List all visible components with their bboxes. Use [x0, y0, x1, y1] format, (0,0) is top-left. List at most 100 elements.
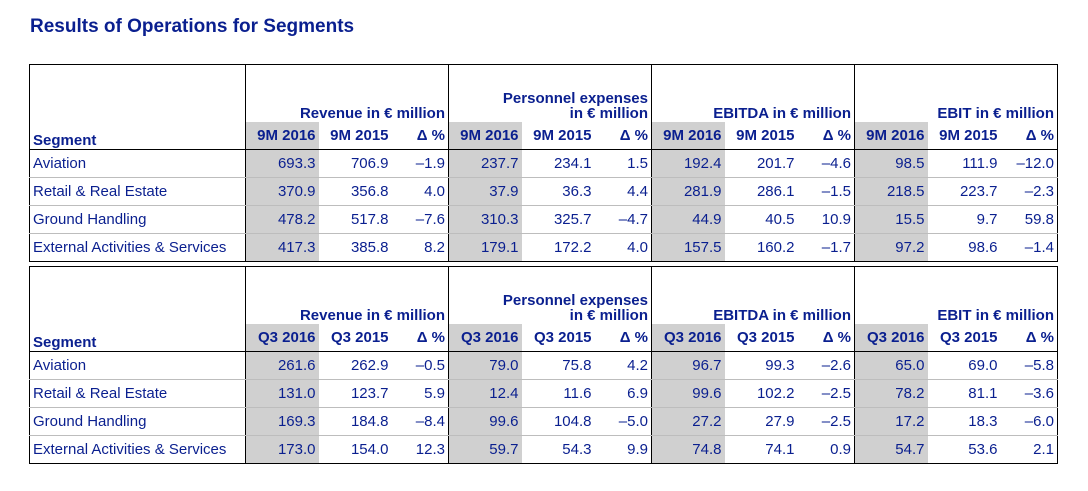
table-cell: –2.3: [1000, 177, 1058, 206]
table-cell: –3.6: [1000, 379, 1058, 408]
table-cell: 4.0: [391, 177, 449, 206]
table-cell: –1.5: [797, 177, 855, 206]
table-cell: 44.9: [651, 205, 725, 234]
personnel-group-header: Personnel expenses in € million: [448, 266, 652, 324]
table-cell: 8.2: [391, 233, 449, 262]
segment-name: External Activities & Services: [29, 435, 246, 464]
column-header: Δ %: [391, 324, 449, 352]
table-cell: 81.1: [927, 379, 1001, 408]
table-cell: 59.8: [1000, 205, 1058, 234]
table-cell: 54.3: [521, 435, 595, 464]
segment-name: Ground Handling: [29, 407, 246, 436]
revenue-group-header: Revenue in € million: [245, 64, 449, 122]
table-row: External Activities & Services 173.0 154.0…: [29, 435, 1058, 464]
column-header: Q3 2016: [651, 324, 725, 352]
table-cell: 75.8: [521, 351, 595, 380]
table-cell: 218.5: [854, 177, 928, 206]
table-cell: 237.7: [448, 149, 522, 178]
table-cell: 59.7: [448, 435, 522, 464]
table-cell: –7.6: [391, 205, 449, 234]
segment-name: Ground Handling: [29, 205, 246, 234]
table-cell: 179.1: [448, 233, 522, 262]
column-header: 9M 2015: [927, 122, 1001, 150]
table-cell: 385.8: [318, 233, 392, 262]
table-cell: 184.8: [318, 407, 392, 436]
ebitda-group-header: EBITDA in € million: [651, 64, 855, 122]
table-cell: 74.8: [651, 435, 725, 464]
table-cell: –2.5: [797, 407, 855, 436]
table-cell: 261.6: [245, 351, 319, 380]
revenue-group-header: Revenue in € million: [245, 266, 449, 324]
table-cell: 78.2: [854, 379, 928, 408]
table-cell: –2.6: [797, 351, 855, 380]
personnel-header-line2: in € million: [569, 307, 648, 324]
column-header: 9M 2015: [521, 122, 595, 150]
table-cell: 65.0: [854, 351, 928, 380]
table-cell: 27.9: [724, 407, 798, 436]
personnel-header-line1: Personnel expenses: [502, 90, 648, 107]
segment-name: Retail & Real Estate: [29, 379, 246, 408]
column-header: 9M 2016: [854, 122, 928, 150]
column-header: Δ %: [1000, 324, 1058, 352]
table-cell: 281.9: [651, 177, 725, 206]
table-cell: –1.9: [391, 149, 449, 178]
column-header: Q3 2015: [521, 324, 595, 352]
table-cell: –0.5: [391, 351, 449, 380]
table-cell: 12.4: [448, 379, 522, 408]
column-header: Q3 2016: [854, 324, 928, 352]
table-cell: 286.1: [724, 177, 798, 206]
column-header: Δ %: [797, 324, 855, 352]
table-cell: 693.3: [245, 149, 319, 178]
table-cell: 0.9: [797, 435, 855, 464]
table-cell: 123.7: [318, 379, 392, 408]
table-cell: –1.4: [1000, 233, 1058, 262]
table-row: Aviation 261.6 262.9 –0.5 79.0 75.8 4.2 96.7 99.…: [29, 351, 1058, 380]
table-cell: 172.2: [521, 233, 595, 262]
table-cell: 99.6: [448, 407, 522, 436]
table-cell: 53.6: [927, 435, 1001, 464]
page-title: Results of Operations for Segments: [30, 16, 355, 37]
segment-name: Aviation: [29, 149, 246, 178]
table-cell: 154.0: [318, 435, 392, 464]
table-cell: 517.8: [318, 205, 392, 234]
table-cell: 160.2: [724, 233, 798, 262]
table-cell: 111.9: [927, 149, 1001, 178]
table-cell: –4.6: [797, 149, 855, 178]
table-cell: 310.3: [448, 205, 522, 234]
table-cell: 157.5: [651, 233, 725, 262]
table-cell: 356.8: [318, 177, 392, 206]
column-header: Q3 2015: [318, 324, 392, 352]
table-cell: 234.1: [521, 149, 595, 178]
column-header: Δ %: [594, 122, 652, 150]
table-cell: 478.2: [245, 205, 319, 234]
personnel-group-header: Personnel expenses in € million: [448, 64, 652, 122]
table-cell: 97.2: [854, 233, 928, 262]
table-cell: 223.7: [927, 177, 1001, 206]
table-cell: 15.5: [854, 205, 928, 234]
table-cell: 6.9: [594, 379, 652, 408]
personnel-header-line2: in € million: [569, 105, 648, 122]
column-header: 9M 2016: [448, 122, 522, 150]
ebit-group-header: EBIT in € million: [854, 266, 1058, 324]
column-header: Δ %: [391, 122, 449, 150]
table-cell: 417.3: [245, 233, 319, 262]
table-cell: 102.2: [724, 379, 798, 408]
table-cell: 262.9: [318, 351, 392, 380]
table-cell: 37.9: [448, 177, 522, 206]
table-cell: 54.7: [854, 435, 928, 464]
ebitda-group-header: EBITDA in € million: [651, 266, 855, 324]
table-cell: 131.0: [245, 379, 319, 408]
table-row: Ground Handling 478.2 517.8 –7.6 310.3 325.7–…: [29, 205, 1058, 234]
segment-header: Segment: [29, 266, 246, 352]
table-row: External Activities & Services 417.3 385.8…: [29, 233, 1058, 262]
segment-header: Segment: [29, 64, 246, 150]
table-row: Retail & Real Estate 131.0 123.7 5.9 12.4 11.…: [29, 379, 1058, 408]
column-header: Δ %: [1000, 122, 1058, 150]
table-cell: 27.2: [651, 407, 725, 436]
ebit-group-header: EBIT in € million: [937, 105, 1054, 122]
column-header: 9M 2015: [724, 122, 798, 150]
column-header: Q3 2015: [927, 324, 1001, 352]
table-cell: –5.0: [594, 407, 652, 436]
personnel-header-line1: Personnel expenses: [502, 292, 648, 309]
table-cell: 169.3: [245, 407, 319, 436]
